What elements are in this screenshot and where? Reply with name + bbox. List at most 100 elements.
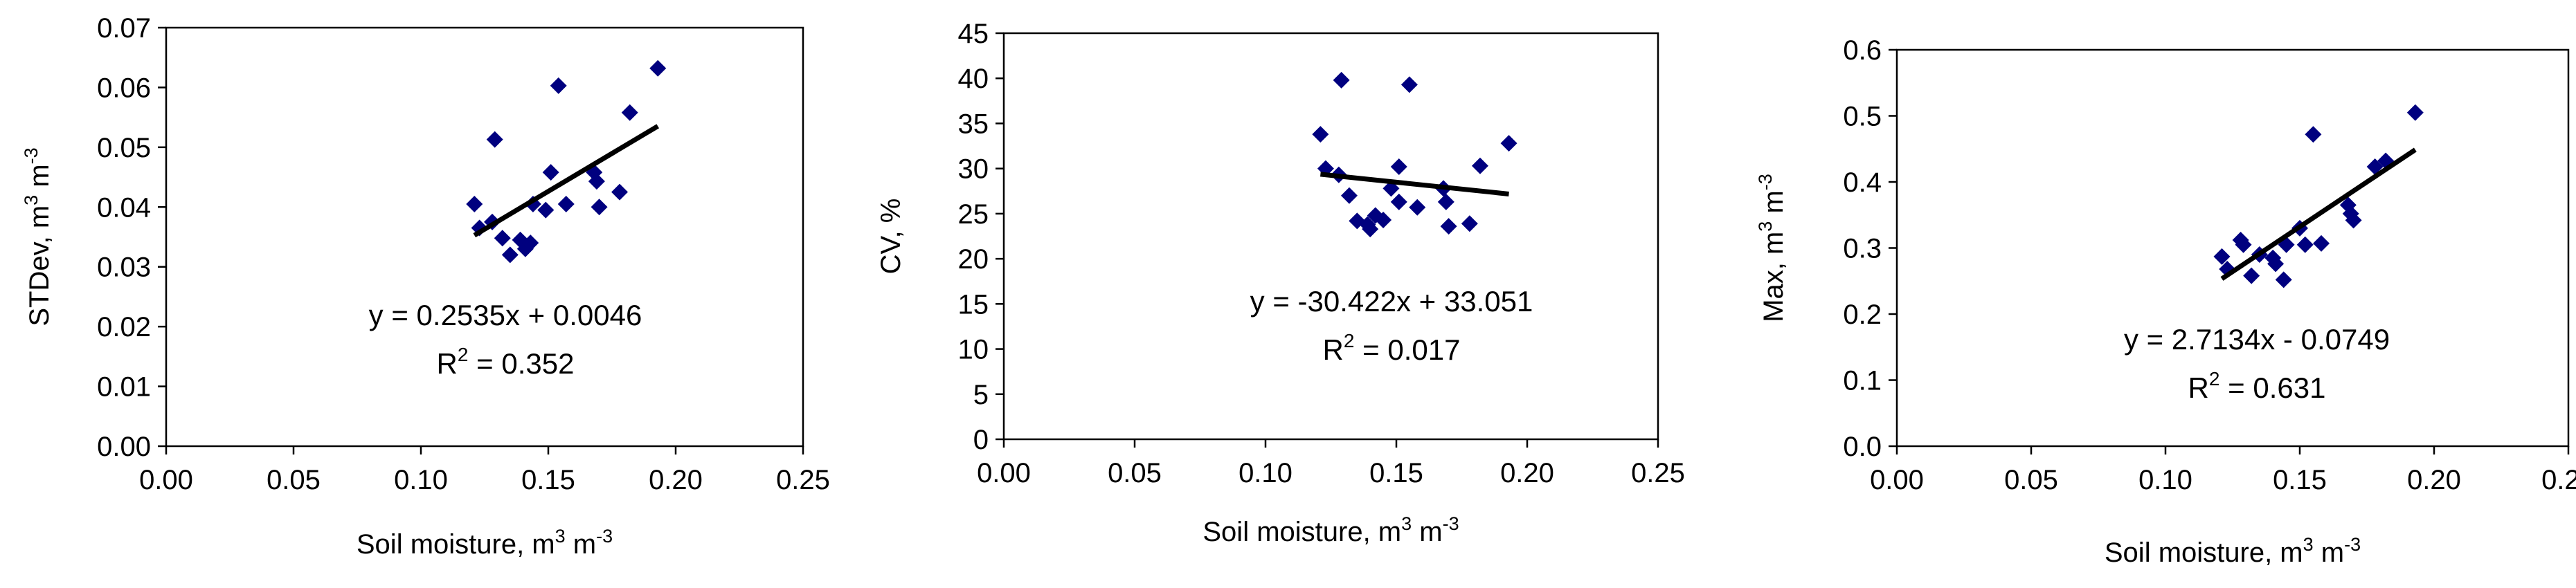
data-point: [1437, 193, 1454, 210]
data-point: [2345, 212, 2362, 229]
y-axis-label: CV, %: [876, 199, 906, 275]
regression-equation: y = 2.7134x - 0.0749: [2124, 323, 2390, 356]
x-tick-label: 0.00: [1870, 465, 1924, 495]
y-tick-label: 0.00: [97, 432, 151, 462]
chart-panel-max: 0.0 0.1 0.2 0.3 0.4 0.5 0.6 0.00 0.05 0.10 0.15 0.2…: [1717, 0, 2576, 588]
trend-line: [1320, 172, 1509, 196]
y-tick-label: 15: [958, 289, 989, 320]
y-tick-label: 10: [958, 335, 989, 365]
x-axis-label: Soil moisture, m3 m-3: [357, 526, 613, 560]
y-tick-label: 0.03: [97, 252, 151, 283]
x-tick-label: 0.25: [2541, 465, 2576, 495]
data-point: [1375, 212, 1392, 229]
chart-panel-cv: 0 5 10 15 20 25 30 35 40 45 0.00 0.05 0.10 0.15 0.20 0.…: [858, 0, 1717, 588]
data-point: [1400, 76, 1418, 93]
y-axis-label: STDev, m3 m-3: [21, 147, 55, 326]
y-tick-label: 5: [973, 380, 989, 410]
data-point: [1461, 215, 1478, 232]
data-point: [1500, 135, 1517, 152]
data-point: [611, 183, 629, 201]
trend-line: [2220, 147, 2417, 281]
data-point: [2366, 158, 2384, 176]
data-point: [2267, 255, 2285, 273]
data-point: [522, 235, 539, 252]
data-point: [2296, 236, 2314, 253]
y-tick-label: 25: [958, 199, 989, 230]
x-axis-label: Soil moisture, m3 m-3: [2105, 534, 2361, 568]
x-axis-label: Soil moisture, m3 m-3: [1203, 513, 1459, 547]
chart-max: 0.0 0.1 0.2 0.3 0.4 0.5 0.6 0.00 0.05 0.10 0.15 0.2…: [1755, 35, 2576, 568]
x-tick-label: 0.20: [1500, 458, 1554, 488]
plot-frame: [1002, 32, 1659, 441]
y-tick-label: 20: [958, 244, 989, 275]
chart-panel-stdev: 0.00 0.01 0.02 0.03 0.04 0.05 0.06 0.07 0.00 0.05…: [0, 0, 858, 588]
x-tick-label: 0.05: [267, 465, 321, 495]
data-point: [1390, 193, 1407, 210]
x-tick-label: 0.20: [2407, 465, 2461, 495]
y-tick-label: 0.2: [1843, 300, 1882, 330]
trend-line: [473, 124, 660, 238]
x-tick-label: 0.00: [977, 458, 1031, 488]
chart-stdev: 0.00 0.01 0.02 0.03 0.04 0.05 0.06 0.07 0.00 0.05…: [21, 13, 830, 560]
data-point: [1349, 212, 1366, 230]
y-tick-label: 0.05: [97, 133, 151, 163]
data-point: [2243, 267, 2260, 284]
data-point: [537, 201, 555, 219]
data-point: [1471, 157, 1488, 174]
data-point: [486, 131, 503, 148]
y-tick-label: 0.02: [97, 312, 151, 342]
y-tick-label: 0.5: [1843, 102, 1882, 132]
x-tick-label: 0.20: [649, 465, 703, 495]
data-point: [2339, 196, 2357, 214]
y-tick-label: 0.07: [97, 13, 151, 44]
data-point: [2235, 236, 2252, 253]
data-point: [649, 59, 667, 77]
x-tick-label: 0.10: [2138, 465, 2192, 495]
y-tick-label: 0.3: [1843, 234, 1882, 264]
data-point: [1333, 71, 1350, 89]
data-point: [621, 104, 638, 121]
x-tick-label: 0.15: [521, 465, 575, 495]
data-point: [1390, 158, 1407, 176]
y-tick-label: 0.4: [1843, 167, 1882, 198]
data-point: [1317, 160, 1334, 177]
data-point: [1362, 221, 1379, 238]
data-point: [2213, 248, 2231, 265]
data-point: [542, 164, 559, 181]
r-squared: R2 = 0.631: [2188, 368, 2326, 404]
plot-frame: [165, 26, 804, 448]
x-tick-label: 0.10: [394, 465, 448, 495]
data-point: [557, 195, 575, 212]
data-point: [2406, 104, 2424, 121]
r-squared: R2 = 0.017: [1323, 330, 1461, 366]
regression-equation: y = -30.422x + 33.051: [1250, 285, 1533, 318]
data-point: [2275, 271, 2292, 288]
y-tick-label: 0.6: [1843, 35, 1882, 66]
r-squared: R2 = 0.352: [437, 344, 575, 380]
y-tick-label: 0.06: [97, 73, 151, 103]
y-tick-label: 0.1: [1843, 366, 1882, 396]
data-point: [1312, 126, 1329, 143]
y-axis-label: Max, m3 m-3: [1755, 174, 1789, 322]
x-tick-label: 0.25: [776, 465, 830, 495]
data-point: [2313, 235, 2330, 252]
x-tick-label: 0.25: [1631, 458, 1685, 488]
y-tick-label: 0.01: [97, 372, 151, 403]
y-tick-label: 0.0: [1843, 432, 1882, 462]
x-tick-label: 0.15: [2273, 465, 2327, 495]
data-point: [494, 230, 511, 247]
data-point: [1409, 199, 1426, 216]
x-tick-label: 0.15: [1369, 458, 1423, 488]
data-point: [1440, 218, 1457, 235]
data-point: [588, 173, 605, 190]
y-tick-label: 30: [958, 154, 989, 185]
y-tick-label: 35: [958, 109, 989, 139]
data-point: [2305, 126, 2322, 143]
data-point: [466, 195, 483, 212]
data-point: [501, 246, 519, 264]
x-tick-label: 0.10: [1239, 458, 1292, 488]
y-tick-label: 40: [958, 64, 989, 94]
regression-equation: y = 0.2535x + 0.0046: [369, 299, 642, 331]
x-tick-label: 0.00: [139, 465, 193, 495]
x-tick-label: 0.05: [1108, 458, 1162, 488]
